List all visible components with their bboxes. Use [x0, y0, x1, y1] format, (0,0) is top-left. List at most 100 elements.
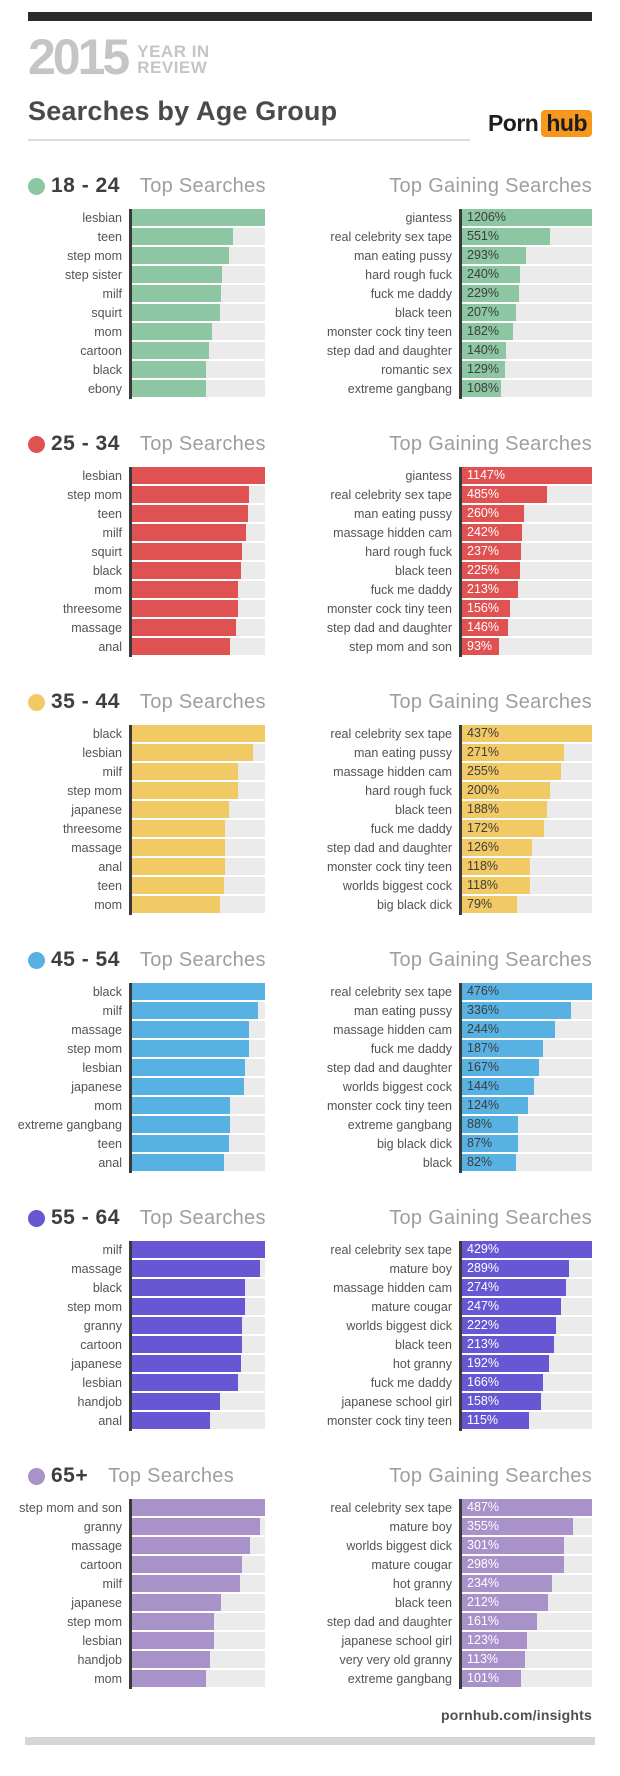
bar-track: [132, 1393, 265, 1410]
bar: [132, 342, 210, 359]
bar-track: [132, 209, 265, 226]
bar: [132, 744, 254, 761]
bar: [132, 1670, 207, 1687]
bar-track: [132, 266, 265, 283]
right-bars: 1147% 485% 260% 242% 237% 225% 213% 156% 146% 93%: [459, 467, 592, 657]
logo-text-first: Porn: [487, 110, 539, 136]
bar-track: [132, 1412, 265, 1429]
bar: [132, 1135, 230, 1152]
bar: 301%: [462, 1537, 565, 1554]
bar-value: 213%: [467, 582, 499, 596]
right-labels: real celebrity sex tape man eating pussy m…: [316, 725, 459, 915]
bar: 237%: [462, 543, 522, 560]
bar-value: 172%: [467, 821, 499, 835]
section-35-44-head: 35 - 44 Top Searches Top Gaining Searches: [28, 690, 592, 714]
bar-track: 487%: [462, 1499, 592, 1516]
bar-track: [132, 1040, 265, 1057]
top-searches-title: Top Searches: [139, 1206, 266, 1229]
bar-label: very very old granny: [339, 1652, 452, 1667]
bar: 144%: [462, 1078, 534, 1095]
bar-label: mature boy: [389, 1519, 452, 1534]
bar: 222%: [462, 1317, 556, 1334]
bar-track: [132, 342, 265, 359]
bar-track: 140%: [462, 342, 592, 359]
bar-track: [132, 1374, 265, 1391]
bar-label: step mom: [67, 248, 122, 263]
section-25-34-left-chart: lesbian step mom teen milf squirt black mom thr…: [28, 467, 265, 657]
bar-track: [132, 638, 265, 655]
bar-track: 182%: [462, 323, 592, 340]
bar-track: 129%: [462, 361, 592, 378]
bar-track: [132, 1499, 265, 1516]
bar-track: 1206%: [462, 209, 592, 226]
bar-value: 144%: [467, 1079, 499, 1093]
section-18-24: 18 - 24 Top Searches Top Gaining Searches l…: [0, 174, 620, 399]
bar: [132, 839, 226, 856]
bar-track: [132, 744, 265, 761]
bar-label: japanese: [71, 1356, 122, 1371]
section-55-64-head: 55 - 64 Top Searches Top Gaining Searches: [28, 1206, 592, 1230]
section-45-54-head: 45 - 54 Top Searches Top Gaining Searches: [28, 948, 592, 972]
bar: 113%: [462, 1651, 525, 1668]
bar: 115%: [462, 1412, 530, 1429]
bar: 487%: [462, 1499, 592, 1516]
age-group-label: 18 - 24: [51, 174, 120, 197]
bar-label: monster cock tiny teen: [326, 324, 452, 339]
bar: [132, 820, 226, 837]
bar-label: handjob: [77, 1652, 123, 1667]
top-accent-bar: [28, 12, 592, 21]
bar: 140%: [462, 342, 507, 359]
bar-track: 172%: [462, 820, 592, 837]
section-55-64: 55 - 64 Top Searches Top Gaining Searches m…: [0, 1206, 620, 1431]
bar: [132, 1116, 231, 1133]
bar-track: [132, 1116, 265, 1133]
bar: [132, 1317, 243, 1334]
bar-label: massage hidden cam: [333, 1022, 452, 1037]
bar-label: black: [92, 726, 122, 741]
bar-track: 1147%: [462, 467, 592, 484]
bar: [132, 1298, 246, 1315]
bar-label: hard rough fuck: [365, 544, 452, 559]
bar-label: mom: [94, 582, 122, 597]
age-group-sections: 18 - 24 Top Searches Top Gaining Searches l…: [0, 174, 620, 1689]
bar: 234%: [462, 1575, 553, 1592]
bar-track: 156%: [462, 600, 592, 617]
bar-value: 118%: [467, 859, 499, 873]
bar-track: 126%: [462, 839, 592, 856]
bar: [132, 725, 265, 742]
bar-label: milf: [102, 525, 122, 540]
bar-track: 192%: [462, 1355, 592, 1372]
bar: 213%: [462, 1336, 554, 1353]
bar: [132, 1336, 243, 1353]
bar-track: 146%: [462, 619, 592, 636]
bar-value: 242%: [467, 525, 499, 539]
bar-track: [132, 1097, 265, 1114]
bar-value: 213%: [467, 1337, 499, 1351]
bar-track: 115%: [462, 1412, 592, 1429]
bar-label: extreme gangbang: [347, 381, 452, 396]
bar: [132, 1279, 246, 1296]
bar: 293%: [462, 247, 527, 264]
section-45-54-charts: black milf massage step mom lesbian japanese m…: [18, 983, 592, 1173]
bar-value: 188%: [467, 802, 499, 816]
title-block: Searches by Age Group: [28, 96, 470, 141]
bar-track: [132, 1135, 265, 1152]
bar-label: milf: [102, 764, 122, 779]
bar-track: [132, 1241, 265, 1258]
bar-value: 101%: [467, 1671, 499, 1685]
bar-track: 429%: [462, 1241, 592, 1258]
bar: [132, 896, 220, 913]
bar-track: 551%: [462, 228, 592, 245]
bar-track: [132, 983, 265, 1000]
bar: [132, 228, 234, 245]
bar-label: anal: [98, 1413, 122, 1428]
bar-track: 87%: [462, 1135, 592, 1152]
bar-track: [132, 524, 265, 541]
bar-label: japanese: [71, 802, 122, 817]
bar-label: lesbian: [82, 468, 122, 483]
bar: 192%: [462, 1355, 549, 1372]
right-bars: 429% 289% 274% 247% 222% 213% 192% 166% 158% 115%: [459, 1241, 592, 1431]
bar-track: [132, 1059, 265, 1076]
bar-value: 244%: [467, 1022, 499, 1036]
left-bars: [129, 725, 265, 915]
